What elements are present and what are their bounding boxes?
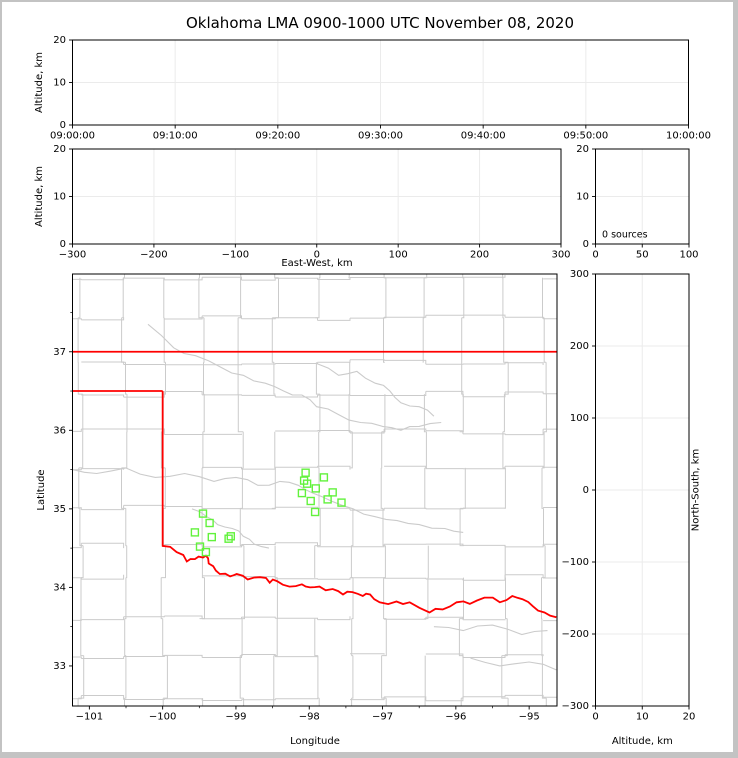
lma-source-marker <box>224 534 233 543</box>
county-line <box>72 428 557 436</box>
tick-label: −95 <box>519 712 540 723</box>
tick-label: 0 <box>60 120 66 131</box>
tick-label: 09:00:00 <box>50 131 95 142</box>
tick-label: 10 <box>576 192 589 203</box>
ylabel-altitude-top: Altitude, km <box>34 52 45 113</box>
tick-label: 09:40:00 <box>461 131 506 142</box>
figure-title: Oklahoma LMA 0900-1000 UTC November 08, … <box>186 14 574 32</box>
tick-label: 34 <box>53 583 66 594</box>
tick-label: 50 <box>636 250 649 261</box>
tick-label: −100 <box>222 250 249 261</box>
tick-label: 10:00:00 <box>666 131 711 142</box>
tick-label: 300 <box>551 250 570 261</box>
panel-plan-view-map <box>72 273 558 707</box>
ylabel-altitude-mid: Altitude, km <box>34 166 45 227</box>
tick-label: −300 <box>562 701 589 712</box>
tick-label: 0 <box>583 485 589 496</box>
river <box>316 362 435 417</box>
tick-label: 36 <box>53 426 66 437</box>
tick-label: 20 <box>53 144 66 155</box>
tick-label: 20 <box>576 144 589 155</box>
county-line <box>77 277 85 706</box>
tick-label: −100 <box>149 712 176 723</box>
tick-label: 20 <box>683 712 696 723</box>
tick-label: 33 <box>53 661 66 672</box>
tick-label: −98 <box>299 712 320 723</box>
tick-label: −96 <box>445 712 466 723</box>
lma-source-marker <box>306 496 315 506</box>
county-line <box>72 653 544 659</box>
tick-label: 10 <box>53 192 66 203</box>
lma-source-marker <box>205 518 214 528</box>
tick-label: 09:50:00 <box>563 131 608 142</box>
sources-count-annotation: 0 sources <box>602 230 648 241</box>
ylabel-north-south: North-South, km <box>691 449 702 532</box>
lma-source-marker <box>190 528 200 537</box>
oklahoma-state-border <box>72 350 557 619</box>
tick-label: −300 <box>59 250 86 261</box>
tick-label: 100 <box>570 413 589 424</box>
tick-label: 20 <box>53 35 66 46</box>
tick-label: 0 <box>592 712 598 723</box>
tick-label: 10 <box>53 78 66 89</box>
lma-source-marker <box>207 532 217 542</box>
tick-label: 300 <box>570 269 589 280</box>
xlabel-east-west: East-West, km <box>281 258 352 269</box>
state-border-red-river <box>161 544 557 619</box>
river <box>147 323 442 431</box>
county-line <box>72 314 557 321</box>
river <box>470 657 557 671</box>
lma-source-marker <box>297 488 307 498</box>
tick-label: 0 <box>592 250 598 261</box>
tick-label: 100 <box>389 250 408 261</box>
lma-sources <box>190 468 346 557</box>
river <box>433 624 548 636</box>
tick-label: −100 <box>562 557 589 568</box>
ylabel-latitude: Latitude <box>36 469 47 510</box>
tick-label: 09:20:00 <box>255 131 300 142</box>
lma-source-marker <box>226 532 236 541</box>
tick-label: −101 <box>76 712 103 723</box>
tick-label: 100 <box>679 250 698 261</box>
county-line <box>72 275 557 281</box>
tick-label: 37 <box>53 347 66 358</box>
lma-source-marker <box>319 473 329 482</box>
tick-label: −99 <box>225 712 246 723</box>
county-line <box>72 615 557 622</box>
lma-source-marker <box>302 479 312 488</box>
tick-label: −200 <box>140 250 167 261</box>
county-line <box>81 390 557 398</box>
lma-source-marker <box>323 495 332 504</box>
tick-label: 09:10:00 <box>153 131 198 142</box>
lma-source-marker <box>337 498 346 507</box>
county-line <box>72 542 557 549</box>
tick-label: 200 <box>470 250 489 261</box>
lma-source-marker <box>195 542 205 551</box>
lma-source-marker <box>301 468 310 477</box>
lma-source-marker <box>201 547 211 557</box>
axes-and-data: 09:00:00 09:10:00 09:20:00 09:30:00 09:40:00… <box>50 35 711 723</box>
tick-label: 0 <box>60 239 66 250</box>
lma-source-marker <box>311 484 320 493</box>
lma-source-marker <box>310 507 320 517</box>
lma-source-marker <box>198 509 208 518</box>
tick-label: 0 <box>583 239 589 250</box>
county-line <box>72 694 557 702</box>
lma-source-marker <box>328 488 337 497</box>
tick-label: 35 <box>53 504 66 515</box>
tick-label: −200 <box>562 629 589 640</box>
map-content <box>72 274 557 706</box>
tick-label: 0 <box>314 250 320 261</box>
tick-label: −97 <box>372 712 393 723</box>
county-lines <box>72 274 557 706</box>
xlabel-altitude-right: Altitude, km <box>612 736 673 747</box>
tick-label: 09:30:00 <box>358 131 403 142</box>
tick-label: 200 <box>570 341 589 352</box>
xlabel-longitude: Longitude <box>290 736 340 747</box>
river <box>72 467 464 533</box>
tick-label: 10 <box>636 712 649 723</box>
